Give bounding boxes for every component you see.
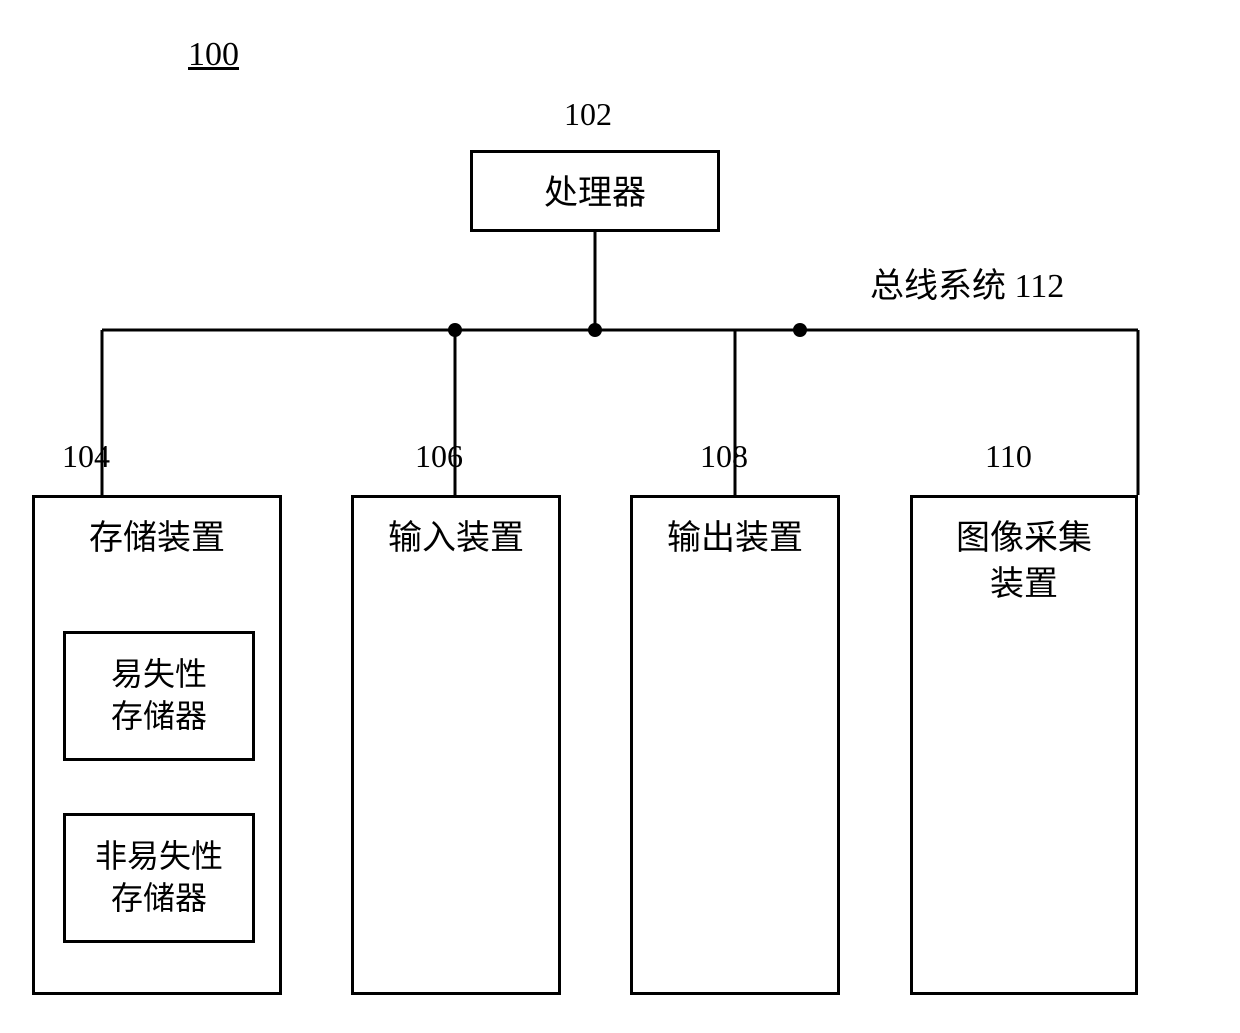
input-box: 输入装置 xyxy=(351,495,561,995)
storage-number-label: 104 xyxy=(62,438,110,475)
system-block-diagram: 100 102 处理器 总线系统 112 104 存储装置易失性存储器非易失性存储… xyxy=(0,0,1240,1033)
processor-box: 处理器 xyxy=(470,150,720,232)
bus-system-label: 总线系统 112 xyxy=(870,258,1064,307)
figure-reference-number: 100 xyxy=(188,36,239,74)
output-number-label: 108 xyxy=(700,438,748,475)
output-box: 输出装置 xyxy=(630,495,840,995)
processor-number-label: 102 xyxy=(564,96,612,133)
image-label: 图像采集装置 xyxy=(956,516,1092,608)
image-box: 图像采集装置 xyxy=(910,495,1138,995)
image-number-label: 110 xyxy=(985,438,1032,475)
processor-label: 处理器 xyxy=(544,171,646,217)
storage-label: 存储装置 xyxy=(89,516,225,562)
storage-sub-box-1: 非易失性存储器 xyxy=(63,813,255,943)
input-number-label: 106 xyxy=(415,438,463,475)
output-label: 输出装置 xyxy=(667,516,803,562)
storage-box: 存储装置易失性存储器非易失性存储器 xyxy=(32,495,282,995)
input-label: 输入装置 xyxy=(388,516,524,562)
storage-sub-box-0: 易失性存储器 xyxy=(63,631,255,761)
